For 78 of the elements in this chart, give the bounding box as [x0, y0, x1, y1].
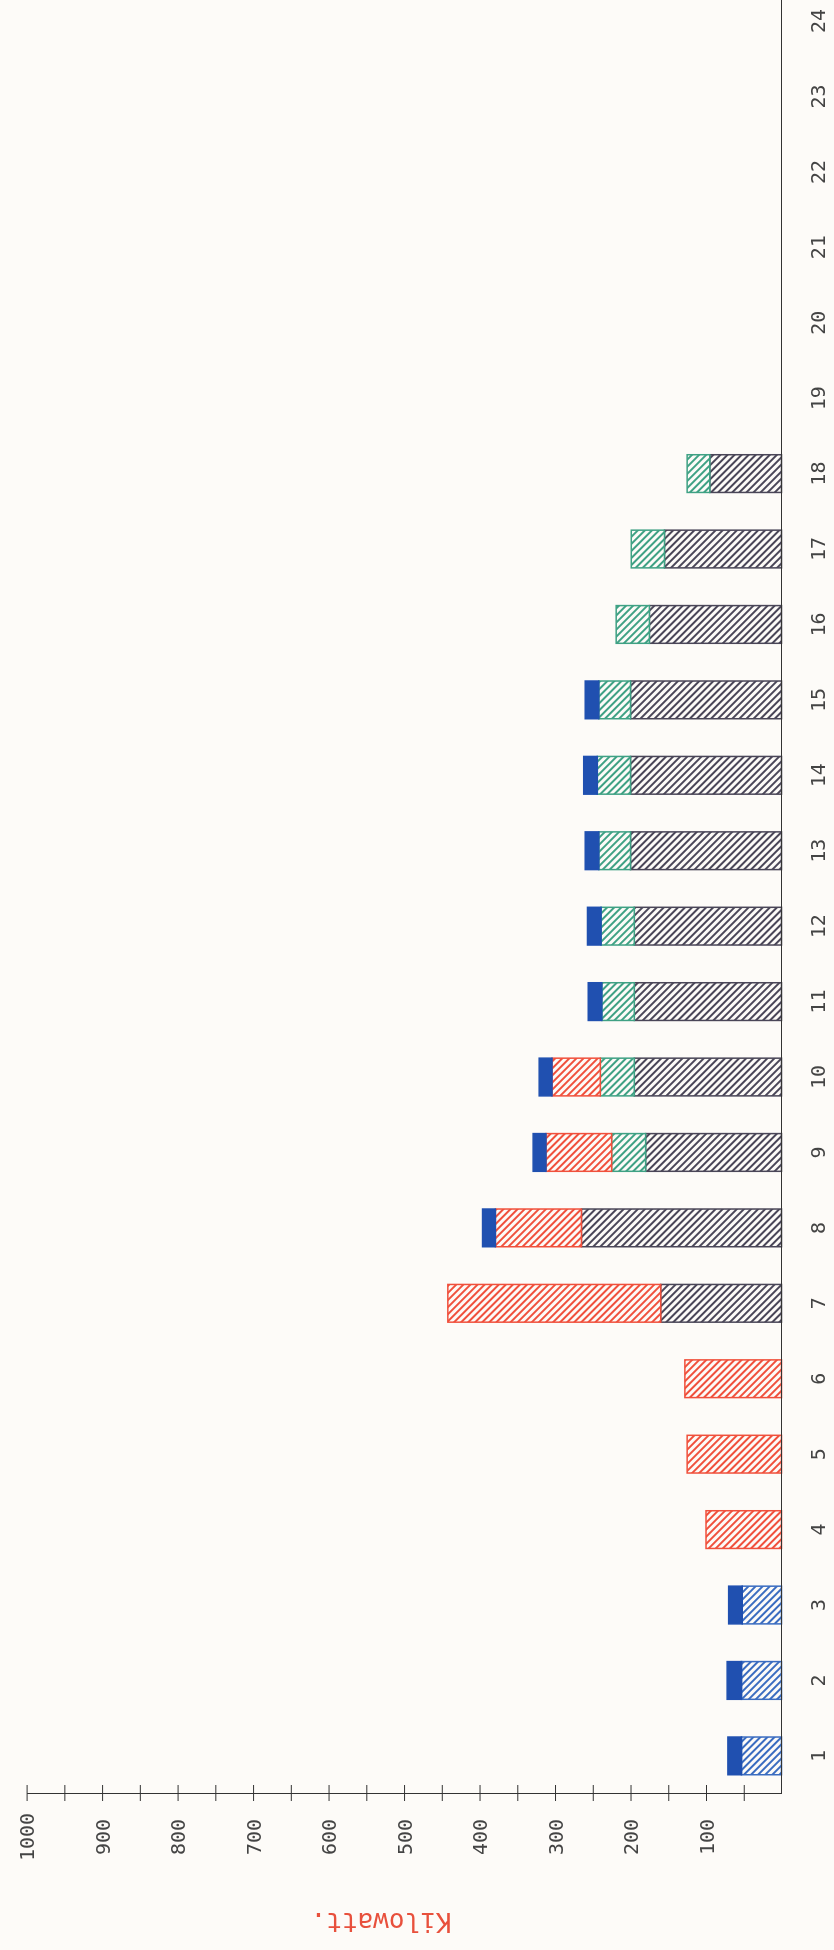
y-tick-label: 4 — [805, 1523, 830, 1536]
bar — [580, 1208, 783, 1248]
x-tick-label: 200 — [619, 1818, 644, 1856]
bar — [648, 604, 783, 645]
bar — [659, 1283, 783, 1323]
y-tick-label: 17 — [805, 536, 830, 562]
bar — [727, 1736, 743, 1776]
bar — [545, 1132, 613, 1173]
bar — [587, 981, 603, 1022]
y-tick-label: 13 — [805, 838, 830, 863]
bar — [584, 831, 600, 871]
x-tick-label: 100 — [694, 1818, 719, 1856]
bar — [615, 604, 651, 645]
bar — [633, 981, 783, 1022]
y-tick-label: 7 — [805, 1297, 830, 1310]
bar — [726, 1660, 743, 1701]
bar — [709, 453, 783, 494]
bar — [600, 906, 636, 946]
bar — [684, 1359, 783, 1399]
x-tick-label: 800 — [166, 1818, 191, 1856]
y-tick-label: 19 — [805, 386, 830, 411]
bar — [686, 1434, 783, 1474]
bar — [663, 529, 783, 569]
y-tick-label: 14 — [805, 763, 830, 788]
x-tick-label: 900 — [90, 1818, 115, 1856]
y-tick-label: 8 — [805, 1221, 830, 1234]
bar — [532, 1132, 547, 1173]
bar — [598, 680, 632, 720]
x-tick-label: 300 — [543, 1818, 568, 1856]
y-tick-label: 22 — [805, 159, 830, 184]
bar — [727, 1585, 743, 1625]
x-tick-label: 500 — [392, 1818, 417, 1856]
bar — [494, 1208, 583, 1248]
bar — [610, 1132, 647, 1173]
x-tick-label: 400 — [468, 1818, 493, 1856]
bar — [633, 1057, 783, 1097]
y-tick-label: 20 — [805, 310, 830, 335]
bar — [629, 755, 783, 795]
bar — [705, 1509, 783, 1550]
bar — [629, 680, 783, 720]
y-tick-label: 10 — [805, 1064, 830, 1090]
y-tick-label: 6 — [805, 1372, 830, 1385]
bar — [447, 1283, 662, 1323]
y-tick-label: 15 — [805, 687, 830, 712]
x-tick-label: 600 — [317, 1818, 342, 1856]
bar — [601, 981, 636, 1022]
y-tick-label: 1 — [805, 1749, 830, 1762]
y-tick-label: 24 — [805, 8, 830, 34]
bar — [598, 831, 632, 871]
x-tick-label: 700 — [241, 1818, 266, 1856]
x-tick-label: 1000 — [15, 1812, 40, 1862]
y-tick-label: 9 — [805, 1146, 830, 1159]
y-tick-label: 5 — [805, 1448, 830, 1461]
y-tick-label: 21 — [805, 235, 830, 260]
y-tick-label: 16 — [805, 612, 830, 637]
y-tick-label: 12 — [805, 914, 830, 939]
bar — [538, 1057, 553, 1097]
bar — [582, 755, 599, 795]
bar — [741, 1585, 783, 1625]
bar — [633, 906, 783, 946]
x-axis-title: Kilowatt. — [310, 1906, 452, 1937]
bar — [644, 1132, 783, 1173]
bar — [740, 1660, 783, 1701]
bar — [686, 453, 711, 494]
bar — [481, 1208, 497, 1248]
bar — [599, 1057, 636, 1097]
y-tick-label: 3 — [805, 1599, 830, 1612]
y-tick-label: 23 — [805, 84, 830, 109]
bar — [596, 755, 632, 795]
bar — [630, 529, 666, 569]
bar — [740, 1736, 783, 1776]
y-tick-label: 2 — [805, 1674, 830, 1687]
y-tick-label: 18 — [805, 461, 830, 486]
bar — [551, 1057, 602, 1097]
bar — [586, 906, 602, 946]
bar — [584, 680, 600, 720]
bar — [629, 831, 783, 871]
y-tick-label: 11 — [805, 989, 830, 1014]
